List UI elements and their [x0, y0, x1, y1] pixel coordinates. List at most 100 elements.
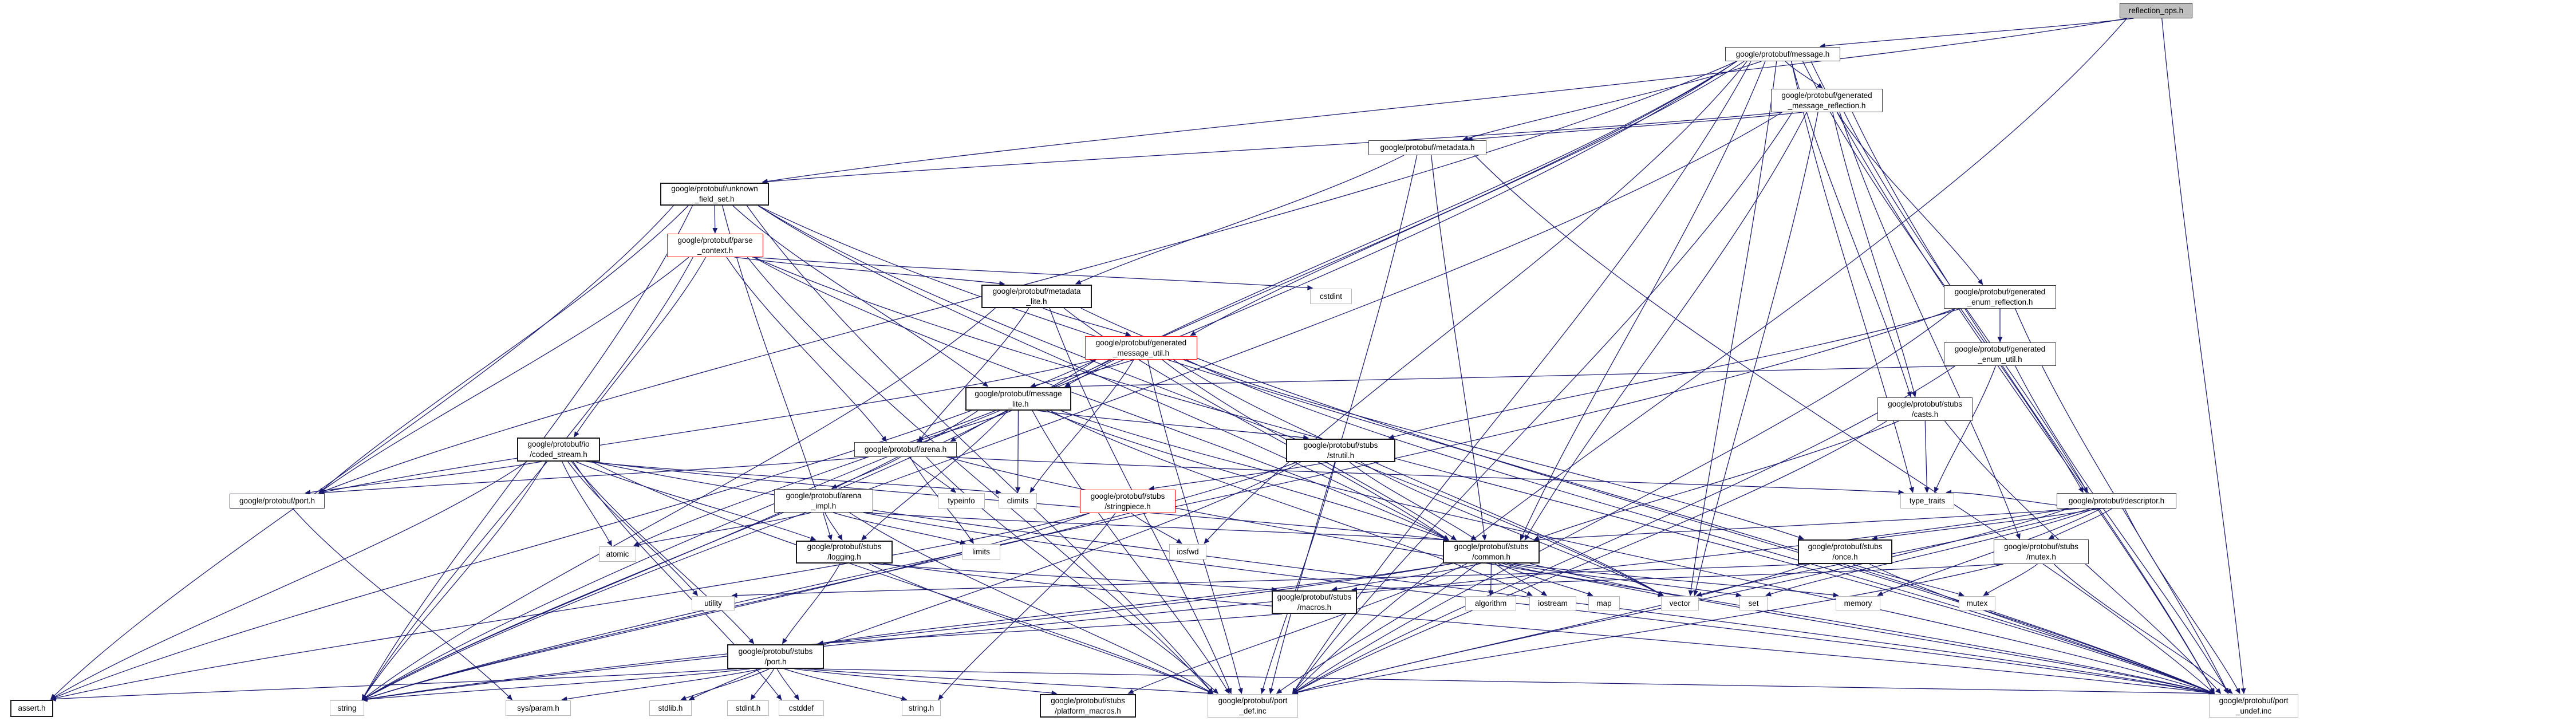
node-gen_enum_reflection[interactable]: google/protobuf/generated _enum_reflectio… — [1944, 285, 2056, 309]
node-macros[interactable]: google/protobuf/stubs/macros.h — [1272, 590, 1357, 614]
edge-gen_msg_util-to-assert — [50, 359, 1096, 700]
edge-gen_msg_reflection-to-mutex_stubs — [1839, 112, 2021, 539]
node-port_undef: google/protobuf/port _undef.inc — [2209, 694, 2298, 718]
edge-stringpiece-to-assert — [50, 513, 1090, 701]
edge-message-to-metadata — [1462, 61, 1762, 141]
node-port_def: google/protobuf/port _def.inc — [1208, 694, 1298, 718]
node-label: google/protobuf/stubs — [1454, 542, 1529, 551]
node-label: /casts.h — [1911, 409, 1939, 419]
node-gen_msg_reflection[interactable]: google/protobuf/generated _message_reflec… — [1771, 89, 1883, 112]
edge-logging-to-macros — [872, 563, 1277, 592]
node-gen_msg_util[interactable]: google/protobuf/generated _message_util.h — [1085, 336, 1197, 360]
node-label: google/protobuf/stubs — [1808, 542, 1883, 551]
node-label: stdint.h — [735, 703, 761, 712]
node-stdint: stdint.h — [727, 700, 769, 716]
node-label: _message_reflection.h — [1788, 101, 1866, 110]
node-logging[interactable]: google/protobuf/stubs/logging.h — [796, 541, 893, 564]
node-stubs_port[interactable]: google/protobuf/stubs/port.h — [727, 644, 824, 669]
edge-coded_stream-to-port_def — [591, 461, 1214, 694]
node-strutil[interactable]: google/protobuf/stubs/strutil.h — [1286, 439, 1395, 462]
node-label: google/protobuf/metadata.h — [1380, 143, 1475, 152]
node-label: /strutil.h — [1327, 451, 1355, 460]
node-reflection_ops[interactable]: reflection_ops.h — [2120, 3, 2192, 18]
edge-stubs_port-to-assert — [50, 668, 737, 702]
node-label: /mutex.h — [2026, 552, 2056, 561]
node-mutex_stubs[interactable]: google/protobuf/stubs/mutex.h — [1994, 539, 2089, 564]
node-port[interactable]: google/protobuf/port.h — [230, 494, 325, 509]
node-label: google/protobuf/stubs — [1090, 491, 1165, 501]
edge-casts-to-common — [1533, 420, 1899, 541]
node-label: _enum_reflection.h — [1967, 297, 2033, 306]
node-descriptor[interactable]: google/protobuf/descriptor.h — [2057, 493, 2176, 509]
node-label: google/protobuf/descriptor.h — [2068, 496, 2165, 505]
node-label: /port.h — [764, 657, 787, 666]
node-label: google/protobuf/stubs — [2004, 542, 2078, 551]
node-iostream: iostream — [1529, 596, 1576, 610]
edge-common-to-iostream — [1494, 563, 1548, 596]
node-climits: climits — [999, 493, 1037, 509]
node-metadata[interactable]: google/protobuf/metadata.h — [1368, 140, 1486, 155]
node-gen_enum_util[interactable]: google/protobuf/generated _enum_util.h — [1944, 342, 2056, 366]
edge-arena_impl-to-common — [863, 512, 1450, 543]
edge-unknown_field_set-to-vector — [758, 205, 1664, 596]
edge-metadata-to-port_undef — [1474, 155, 2215, 694]
node-metadata_lite[interactable]: google/protobuf/metadata _lite.h — [981, 285, 1092, 308]
node-arena_impl[interactable]: google/protobuf/arena _impl.h — [774, 489, 873, 513]
node-label: /macros.h — [1297, 602, 1332, 612]
edge-parse_context-to-port — [318, 257, 689, 494]
node-label: _def.inc — [1239, 706, 1267, 715]
node-label: /once.h — [1832, 552, 1858, 561]
edge-arena-to-arena_impl — [831, 456, 901, 489]
node-assert[interactable]: assert.h — [10, 700, 53, 717]
edge-casts-to-type_traits — [1924, 420, 1930, 493]
edge-gen_msg_util-to-vector — [1173, 359, 1664, 596]
node-label: /common.h — [1472, 553, 1510, 561]
node-once[interactable]: google/protobuf/stubs/once.h — [1798, 539, 1892, 564]
node-label: _message_util.h — [1113, 348, 1170, 357]
edge-unknown_field_set-to-assert — [50, 205, 674, 700]
edge-parse_context-to-string — [361, 257, 693, 700]
edge-common-to-memory — [1513, 563, 1839, 598]
node-stdlib: stdlib.h — [649, 700, 692, 716]
node-label: google/protobuf/port.h — [239, 497, 315, 506]
edge-gen_msg_util-to-port — [318, 359, 1096, 495]
edge-gen_msg_reflection-to-casts — [1832, 112, 1916, 397]
node-coded_stream[interactable]: google/protobuf/io/coded_stream.h — [517, 438, 600, 462]
node-label: assert.h — [18, 704, 46, 713]
node-common[interactable]: google/protobuf/stubs/common.h — [1443, 541, 1540, 564]
edge-message_lite-to-logging — [861, 410, 1008, 541]
node-label: google/protobuf/generated — [1954, 287, 2046, 296]
edge-gen_enum_util-to-port_undef — [2015, 365, 2229, 694]
edge-message_lite-to-port_def — [1032, 410, 1230, 694]
node-arena[interactable]: google/protobuf/arena.h — [854, 442, 957, 457]
node-mutex: mutex — [1959, 596, 1995, 610]
edge-casts-to-port_def — [1292, 420, 1887, 694]
node-platform_macros[interactable]: google/protobuf/stubs/platform_macros.h — [1040, 694, 1136, 718]
node-casts[interactable]: google/protobuf/stubs/casts.h — [1877, 397, 1973, 421]
node-unknown_field_set[interactable]: google/protobuf/unknown _field_set.h — [660, 183, 769, 206]
node-label: _lite.h — [1008, 399, 1029, 408]
node-cstdint: cstdint — [1310, 289, 1352, 304]
node-message_lite[interactable]: google/protobuf/message _lite.h — [965, 387, 1071, 411]
node-message[interactable]: google/protobuf/message.h — [1725, 47, 1840, 61]
node-parse_context[interactable]: google/protobuf/parse _context.h — [667, 234, 763, 257]
node-label: google/protobuf/arena.h — [864, 445, 947, 454]
node-label: _lite.h — [1026, 297, 1047, 306]
edge-macros-to-stubs_port — [817, 613, 1283, 646]
edge-metadata_lite-to-gen_msg_util — [1043, 308, 1131, 337]
edge-strutil-to-string — [361, 462, 1297, 701]
node-label: utility — [704, 598, 722, 608]
node-label: google/protobuf/port — [1218, 696, 1288, 705]
node-label: typeinfo — [948, 496, 975, 505]
edge-descriptor-to-string — [361, 508, 2069, 702]
edge-common-to-algorithm — [1488, 563, 1494, 596]
node-string_h: string.h — [902, 700, 941, 716]
node-stringpiece[interactable]: google/protobuf/stubs/stringpiece.h — [1080, 490, 1175, 513]
edge-gen_msg_reflection-to-unknown_field_set — [762, 112, 1782, 184]
node-label: /platform_macros.h — [1055, 706, 1121, 715]
edge-reflection_ops-to-port_undef — [2161, 18, 2246, 694]
edge-mutex_stubs-to-macros — [1351, 564, 2003, 593]
node-label: google/protobuf/generated — [1781, 90, 1872, 100]
edge-arena-to-type_traits — [946, 456, 1904, 495]
